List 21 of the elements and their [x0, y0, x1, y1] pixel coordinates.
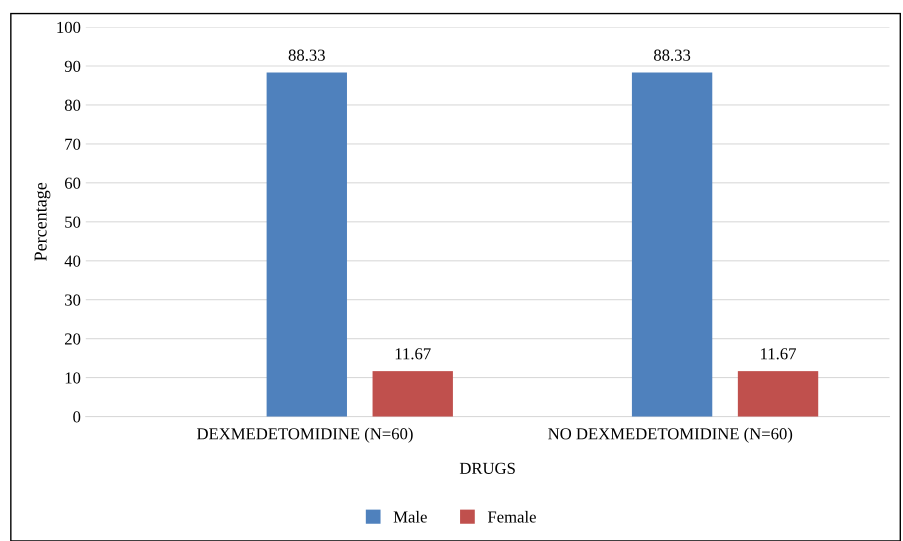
y-tick-label: 60: [64, 178, 80, 189]
y-axis-title: Percentage: [34, 182, 50, 261]
y-tick-label: 0: [73, 411, 80, 423]
y-tick-label: 10: [66, 372, 80, 384]
y-tick-label: 40: [64, 255, 80, 267]
y-tick-label: 50: [65, 216, 80, 228]
x-axis-title: DRUGS: [460, 462, 515, 474]
legend-label: Male: [394, 510, 427, 523]
data-label: 88.33: [288, 50, 325, 61]
data-label: 11.67: [761, 348, 796, 360]
y-tick-label: 30: [65, 294, 80, 306]
y-tick-label: 20: [64, 333, 80, 345]
y-tick-label: 100: [57, 22, 80, 33]
data-label: 88.33: [654, 50, 690, 61]
y-tick-label: 90: [64, 60, 80, 72]
data-label: 11.67: [396, 348, 431, 360]
y-tick-label: 70: [65, 138, 80, 150]
x-tick-label: NO DEXMEDETOMIDINE (N=60): [548, 428, 792, 443]
legend-label: Female: [488, 510, 536, 523]
x-tick-label: DEXMEDETOMIDINE (N=60): [196, 428, 413, 443]
y-tick-label: 80: [64, 100, 80, 111]
